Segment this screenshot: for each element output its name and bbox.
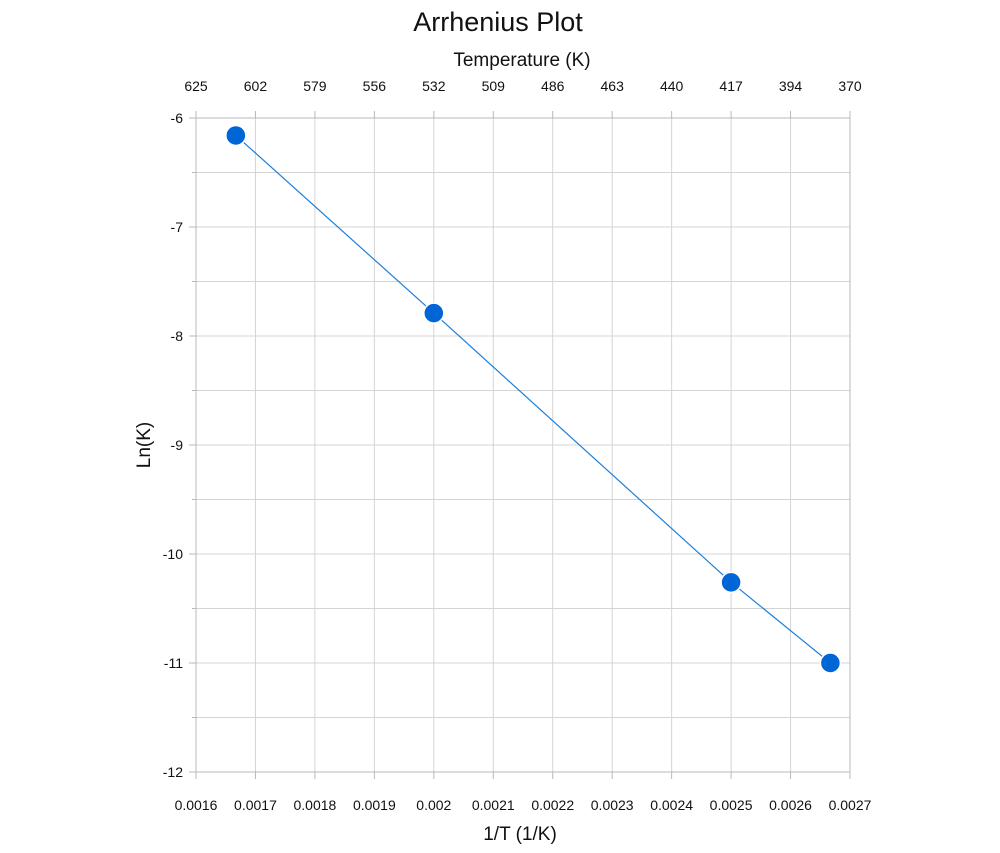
y-tick-label: -12 bbox=[163, 764, 183, 780]
x-tick-label: 0.0023 bbox=[591, 797, 634, 813]
x2-tick-label: 440 bbox=[660, 78, 684, 94]
data-point bbox=[423, 302, 445, 324]
x-tick-label: 0.0027 bbox=[829, 797, 872, 813]
x-tick-label: 0.0022 bbox=[531, 797, 574, 813]
chart-title: Arrhenius Plot bbox=[413, 7, 583, 37]
x2-tick-label: 463 bbox=[601, 78, 625, 94]
x2-tick-label: 370 bbox=[838, 78, 862, 94]
data-point bbox=[225, 124, 247, 147]
x-tick-label: 0.0019 bbox=[353, 797, 396, 813]
x2-tick-label: 509 bbox=[482, 78, 506, 94]
x-tick-label: 0.0018 bbox=[293, 797, 336, 813]
top-axis-title: Temperature (K) bbox=[453, 50, 590, 71]
axes bbox=[189, 111, 851, 779]
y-tick-label: -10 bbox=[163, 546, 183, 562]
x-tick-label: 0.002 bbox=[416, 797, 451, 813]
x2-tick-label: 486 bbox=[541, 78, 565, 94]
x2-tick-label: 579 bbox=[303, 78, 327, 94]
x-tick-label: 0.0017 bbox=[234, 797, 277, 813]
data-point bbox=[819, 652, 842, 674]
tick-labels: 0.0016 0.0017 0.0018 0.0019 0.002 0.0021 0.002… bbox=[163, 78, 872, 813]
x-tick-label: 0.0025 bbox=[710, 797, 753, 813]
data-series bbox=[225, 124, 842, 674]
x2-tick-label: 602 bbox=[244, 78, 268, 94]
x-tick-label: 0.0021 bbox=[472, 797, 515, 813]
x-axis-title: 1/T (1/K) bbox=[483, 824, 557, 845]
y-tick-label: -6 bbox=[171, 110, 184, 126]
x2-tick-label: 417 bbox=[719, 78, 743, 94]
x2-tick-label: 394 bbox=[779, 78, 803, 94]
data-point bbox=[720, 571, 742, 594]
y-axis-title: Ln(K) bbox=[134, 422, 155, 468]
y-tick-label: -11 bbox=[164, 655, 183, 671]
series-line bbox=[235, 134, 831, 664]
x2-tick-label: 625 bbox=[184, 78, 208, 94]
x-tick-label: 0.0026 bbox=[769, 797, 812, 813]
x-tick-label: 0.0024 bbox=[650, 797, 693, 813]
x2-tick-label: 532 bbox=[422, 78, 446, 94]
x-tick-label: 0.0016 bbox=[175, 797, 218, 813]
y-tick-label: -9 bbox=[171, 437, 184, 453]
y-tick-label: -8 bbox=[171, 328, 184, 344]
y-tick-label: -7 bbox=[171, 219, 184, 235]
grid-lines bbox=[196, 118, 850, 772]
x2-tick-label: 556 bbox=[363, 78, 387, 94]
